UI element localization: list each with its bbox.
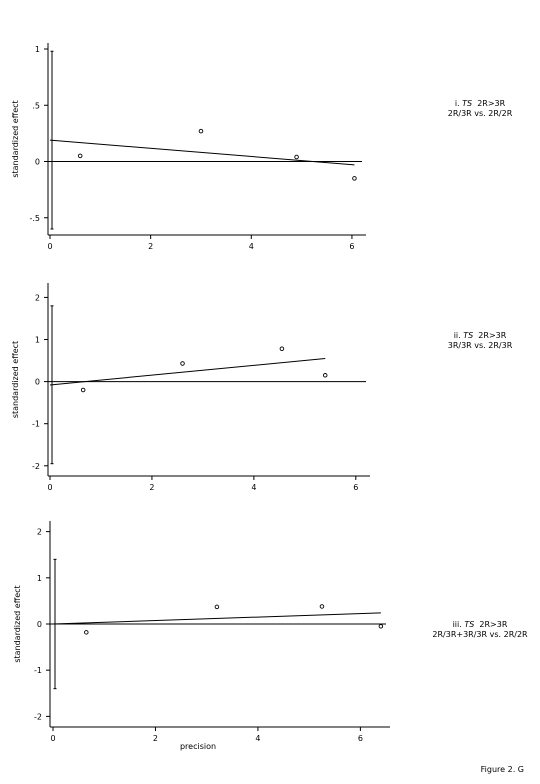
y-tick-label: 0	[35, 378, 40, 387]
x-tick-label: 2	[153, 734, 158, 743]
panel-label-gene: TS	[462, 99, 473, 108]
data-point	[77, 153, 83, 159]
x-tick-label: 4	[251, 483, 256, 492]
panel-label-3: iii. TS 2R>3R 2R/3R+3R/3R vs. 2R/2R	[420, 620, 540, 640]
y-tick-label: 1	[35, 336, 40, 345]
y-tick-label: 2	[37, 528, 42, 537]
x-tick-label: 0	[47, 242, 52, 251]
y-tick-label: .5	[32, 101, 40, 110]
data-point	[378, 624, 384, 629]
panel-label-comparison: 2R/3R vs. 2R/2R	[447, 109, 513, 118]
x-tick-label: 2	[149, 483, 154, 492]
regression-line	[52, 612, 381, 625]
y-tick-label: 2	[35, 293, 40, 302]
chart-panel-3: 2 1 0 -1 -2 0 2 4 6 standardized effect precision	[13, 521, 390, 751]
panel-label-gene: TS	[464, 620, 475, 629]
panel-label-comparison: 3R/3R vs. 2R/3R	[447, 341, 513, 350]
figure-caption: Figure 2. G	[480, 765, 524, 774]
y-tick-label: 1	[35, 45, 40, 54]
data-point	[84, 630, 89, 635]
y-axis-label: standardized effect	[11, 100, 20, 177]
x-tick-label: 0	[47, 483, 52, 492]
panel-label-contrast: 2R>3R	[479, 620, 508, 629]
panel-label-contrast: 2R>3R	[477, 99, 506, 108]
y-tick-label: 1	[37, 574, 42, 583]
regression-line	[49, 139, 355, 166]
panel-label-roman: i.	[454, 99, 460, 108]
y-tick-label: 0	[35, 158, 40, 167]
panel-label-comparison: 2R/3R+3R/3R vs. 2R/2R	[432, 630, 528, 639]
data-point	[279, 346, 285, 352]
x-tick-label: 6	[353, 483, 358, 492]
panel-label-1: i. TS 2R>3R 2R/3R vs. 2R/2R	[420, 99, 540, 119]
y-tick-label: -1	[32, 420, 40, 429]
x-tick-label: 2	[148, 242, 153, 251]
regression-line	[49, 357, 326, 386]
x-tick-label: 6	[358, 734, 363, 743]
panel-label-roman: ii.	[453, 331, 461, 340]
panel-label-gene: TS	[463, 331, 474, 340]
x-tick-label: 0	[50, 734, 55, 743]
x-tick-label: 4	[255, 734, 260, 743]
data-point	[352, 176, 357, 181]
chart-panel-1: 1 .5 0 -.5 0 2 4 6 standardized effect	[11, 43, 366, 251]
x-tick-label: 6	[349, 242, 354, 251]
data-point	[322, 373, 328, 378]
data-point	[180, 361, 185, 366]
data-point	[80, 387, 86, 393]
panel-label-roman: iii.	[452, 620, 462, 629]
data-point	[214, 604, 220, 610]
panel-label-2: ii. TS 2R>3R 3R/3R vs. 2R/3R	[420, 331, 540, 351]
y-axis-label: standardized effect	[11, 341, 20, 418]
y-tick-label: -2	[34, 712, 42, 721]
y-tick-label: 0	[37, 620, 42, 629]
x-tick-label: 4	[249, 242, 254, 251]
panel-label-contrast: 2R>3R	[478, 331, 507, 340]
chart-panel-2: 2 1 0 -1 -2 0 2 4 6 standardized effect	[11, 283, 370, 492]
data-point	[198, 128, 204, 134]
x-axis-label: precision	[180, 742, 216, 751]
y-axis-label: standardized effect	[13, 585, 22, 662]
data-point	[319, 604, 325, 609]
y-tick-label: -2	[32, 462, 40, 471]
y-tick-label: -.5	[29, 214, 40, 223]
y-tick-label: -1	[34, 666, 42, 675]
data-point	[294, 154, 299, 160]
